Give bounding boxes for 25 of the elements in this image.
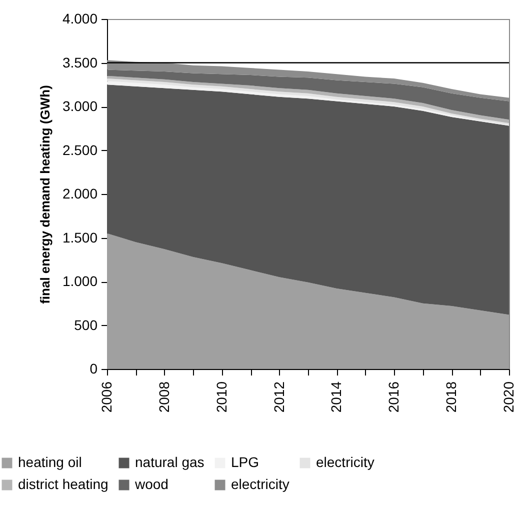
y-axis-title: final energy demand heating (GWh) (37, 85, 52, 304)
y-tick-label: 500 (74, 316, 98, 333)
x-tick-label: 2012 (270, 381, 287, 413)
legend-label: electricity (231, 476, 290, 492)
legend-label: district heating (18, 476, 108, 492)
legend-label: natural gas (135, 454, 204, 470)
x-tick-label: 2018 (443, 381, 460, 413)
x-tick-label: 2014 (328, 381, 344, 413)
legend-label: heating oil (18, 454, 82, 470)
x-tick-label: 2016 (386, 381, 402, 413)
y-tick-label: 3.500 (62, 54, 98, 70)
x-tick-label: 2008 (156, 381, 172, 413)
y-tick-label: 0 (90, 360, 98, 376)
legend-label: electricity (316, 454, 374, 470)
y-tick-label: 1.000 (62, 273, 98, 289)
legend-label: wood (134, 476, 168, 492)
y-tick-label: 1.500 (62, 229, 98, 246)
x-tick-label: 2006 (98, 381, 114, 413)
y-tick-label: 2.500 (62, 142, 98, 158)
y-tick-label: 2.000 (62, 186, 98, 202)
y-tick-label: 4.000 (62, 10, 98, 26)
x-tick-label: 2010 (213, 381, 230, 413)
y-tick-label: 3.000 (62, 98, 98, 114)
legend-label: LPG (231, 454, 260, 470)
x-tick-label: 2020 (500, 381, 516, 413)
